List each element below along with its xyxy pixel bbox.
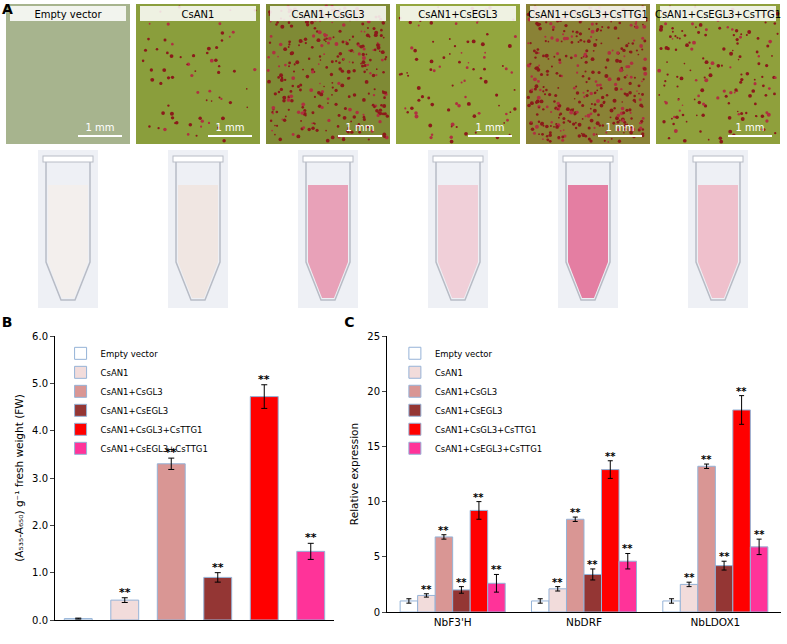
svg-text:1 mm: 1 mm: [475, 122, 504, 133]
svg-text:CsAN1+CsGL3+CsTTG1: CsAN1+CsGL3+CsTTG1: [101, 425, 203, 435]
svg-text:**: **: [587, 559, 598, 570]
svg-text:25: 25: [367, 331, 380, 342]
svg-text:1.0: 1.0: [32, 567, 48, 578]
svg-text:Empty vector: Empty vector: [435, 349, 493, 359]
svg-text:CsAN1+CsEGL3+CsTTG1: CsAN1+CsEGL3+CsTTG1: [101, 444, 208, 454]
svg-text:**: **: [570, 507, 581, 518]
svg-text:1 mm: 1 mm: [345, 122, 374, 133]
svg-text:4.0: 4.0: [32, 425, 48, 436]
svg-text:CsAN1+CsEGL3: CsAN1+CsEGL3: [435, 406, 503, 416]
svg-text:**: **: [491, 564, 502, 575]
svg-text:CsAN1: CsAN1: [435, 368, 463, 378]
svg-text:Empty vector: Empty vector: [101, 349, 159, 359]
svg-text:**: **: [684, 572, 695, 583]
svg-text:**: **: [305, 531, 317, 544]
svg-text:**: **: [119, 586, 131, 599]
svg-text:B: B: [2, 314, 13, 330]
svg-text:1 mm: 1 mm: [85, 122, 114, 133]
svg-text:**: **: [258, 373, 270, 386]
svg-text:**: **: [736, 386, 747, 397]
svg-text:NbDRF: NbDRF: [566, 616, 602, 628]
svg-text:C: C: [344, 314, 354, 330]
svg-text:6.0: 6.0: [32, 331, 48, 342]
svg-text:**: **: [456, 577, 467, 588]
svg-text:A: A: [2, 1, 13, 17]
svg-text:CsAN1+CsGL3+CsTTG1: CsAN1+CsGL3+CsTTG1: [435, 425, 537, 435]
svg-text:**: **: [421, 584, 432, 595]
svg-text:2.0: 2.0: [32, 520, 48, 531]
svg-text:Empty vector: Empty vector: [34, 9, 102, 20]
svg-text:CsAN1+CsEGL3+CsTTG1: CsAN1+CsEGL3+CsTTG1: [655, 9, 781, 20]
svg-text:CsAN1+CsGL3+CsTTG1: CsAN1+CsGL3+CsTTG1: [528, 9, 648, 20]
svg-text:1 mm: 1 mm: [735, 122, 764, 133]
svg-text:1 mm: 1 mm: [605, 122, 634, 133]
svg-text:Relative expression: Relative expression: [348, 423, 360, 525]
svg-text:5.0: 5.0: [32, 378, 48, 389]
svg-text:**: **: [473, 492, 484, 503]
svg-text:**: **: [165, 446, 177, 459]
svg-text:NbF3'H: NbF3'H: [434, 616, 472, 628]
svg-text:20: 20: [367, 386, 380, 397]
svg-text:0.0: 0.0: [32, 615, 48, 626]
svg-text:CsAN1+CsGL3: CsAN1+CsGL3: [291, 9, 364, 20]
svg-text:5: 5: [374, 551, 380, 562]
svg-text:CsAN1+CsEGL3: CsAN1+CsEGL3: [418, 9, 497, 20]
svg-text:**: **: [719, 551, 730, 562]
svg-text:1 mm: 1 mm: [215, 122, 244, 133]
svg-text:**: **: [622, 543, 633, 554]
svg-text:(A₅₃₅-A₆₅₀) g⁻¹ fresh weight (: (A₅₃₅-A₆₅₀) g⁻¹ fresh weight (FW): [13, 394, 25, 562]
svg-text:CsAN1+CsGL3: CsAN1+CsGL3: [101, 387, 163, 397]
svg-text:3.0: 3.0: [32, 473, 48, 484]
svg-text:**: **: [605, 451, 616, 462]
svg-text:CsAN1+CsEGL3: CsAN1+CsEGL3: [101, 406, 169, 416]
svg-text:CsAN1+CsEGL3+CsTTG1: CsAN1+CsEGL3+CsTTG1: [435, 444, 542, 454]
svg-text:NbLDOX1: NbLDOX1: [690, 616, 740, 628]
svg-text:CsAN1+CsGL3: CsAN1+CsGL3: [435, 387, 497, 397]
svg-text:CsAN1: CsAN1: [182, 9, 215, 20]
svg-text:**: **: [438, 525, 449, 536]
svg-text:**: **: [701, 454, 712, 465]
svg-text:10: 10: [367, 496, 380, 507]
svg-text:0: 0: [374, 607, 380, 618]
svg-text:**: **: [212, 561, 224, 574]
svg-text:CsAN1: CsAN1: [101, 368, 129, 378]
svg-text:15: 15: [367, 441, 380, 452]
svg-text:**: **: [552, 577, 563, 588]
svg-text:**: **: [754, 529, 765, 540]
